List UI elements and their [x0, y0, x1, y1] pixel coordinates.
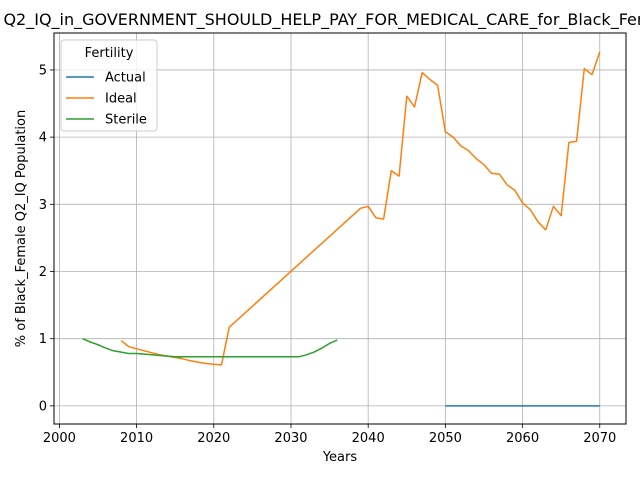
y-tick-label: 3	[39, 198, 47, 213]
y-tick-label: 2	[39, 265, 47, 280]
y-axis-label: % of Black_Female Q2_IQ Population	[14, 110, 29, 347]
x-tick-label: 2000	[43, 431, 76, 446]
x-tick-label: 2030	[274, 431, 307, 446]
x-tick-label: 2020	[197, 431, 230, 446]
x-tick-label: 2010	[120, 431, 153, 446]
legend-entries: Actual Ideal Sterile	[66, 71, 147, 128]
legend-title: Fertility	[85, 46, 134, 61]
grid	[54, 33, 626, 424]
legend-label: Actual	[105, 71, 146, 86]
legend: Fertility Actual Ideal Sterile	[60, 39, 158, 132]
series-line-ideal	[120, 51, 601, 366]
x-tick-label: 2050	[429, 431, 462, 446]
legend-label: Sterile	[105, 113, 147, 128]
y-tick-label: 0	[39, 399, 47, 414]
y-tick-label: 1	[39, 332, 47, 347]
plot-frame	[53, 32, 627, 425]
x-tick-label: 2070	[583, 431, 616, 446]
legend-box	[60, 39, 158, 132]
x-axis-label: Years	[322, 450, 358, 465]
x-tick-label: 2040	[352, 431, 385, 446]
legend-label: Ideal	[105, 92, 137, 107]
series-line-sterile	[82, 338, 338, 358]
axis-ticks: 2000 2010 2020 2030 2040 2050 2060 2070 0 1 2 3 4 5	[39, 63, 617, 446]
chart-title: Q2_IQ_in_GOVERNMENT_SHOULD_HELP_PAY_FOR_…	[3, 10, 640, 30]
x-tick-label: 2060	[506, 431, 539, 446]
plot-lines	[82, 51, 601, 407]
y-tick-label: 4	[39, 131, 47, 146]
y-tick-label: 5	[39, 63, 47, 78]
